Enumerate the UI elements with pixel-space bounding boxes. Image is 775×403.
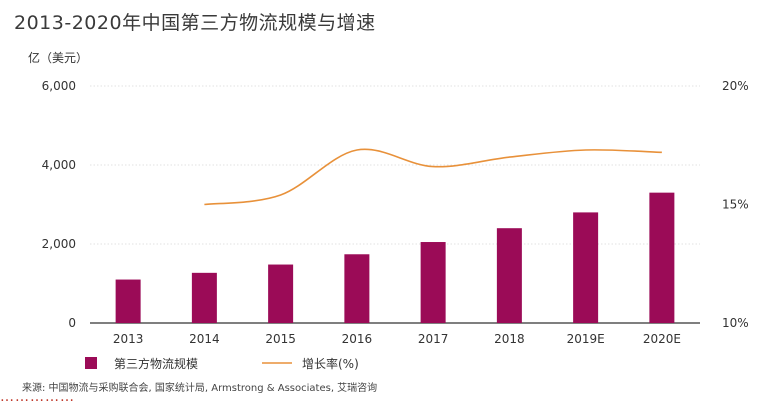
y-tick-label: 2,000 (42, 237, 76, 251)
y2-tick-label: 15% (722, 198, 749, 212)
y2-tick-label: 20% (722, 79, 749, 93)
bar (649, 192, 675, 323)
x-tick-label: 2019E (567, 332, 605, 346)
bar (268, 264, 294, 323)
legend-bar-swatch (85, 357, 97, 369)
x-tick-label: 2020E (643, 332, 681, 346)
growth-rate-line (204, 148, 662, 206)
bar (496, 228, 522, 323)
bar (344, 254, 370, 323)
ticks: 0 2,000 4,000 6,000 10% 15% 20% 2013 2014 2015 201… (42, 79, 749, 346)
legend: 第三方物流规模 增长率(%) (85, 356, 359, 371)
x-tick-label: 2013 (113, 332, 144, 346)
bar (191, 272, 217, 323)
cut-off-text: …………… (0, 395, 75, 403)
y-axis-label: 亿（美元） (28, 50, 88, 65)
source-note: 来源: 中国物流与采购联合会, 国家统计局, Armstrong & Assoc… (22, 383, 378, 394)
gridlines (90, 85, 700, 324)
chart-title: 2013-2020年中国第三方物流规模与增速 (14, 12, 376, 34)
bar (420, 242, 446, 323)
bar-series (115, 192, 675, 323)
x-tick-label: 2018 (494, 332, 525, 346)
y-tick-label: 0 (68, 316, 76, 330)
bar (573, 212, 599, 323)
legend-bar-label: 第三方物流规模 (114, 356, 198, 371)
y-tick-label: 6,000 (42, 79, 76, 93)
y-tick-label: 4,000 (42, 158, 76, 172)
y2-tick-label: 10% (722, 316, 749, 330)
x-tick-label: 2014 (189, 332, 220, 346)
legend-line-label: 增长率(%) (302, 356, 359, 371)
x-tick-label: 2015 (265, 332, 296, 346)
axes: 亿（美元） (28, 50, 88, 65)
x-tick-label: 2016 (342, 332, 373, 346)
bar (115, 279, 141, 323)
x-tick-label: 2017 (418, 332, 449, 346)
